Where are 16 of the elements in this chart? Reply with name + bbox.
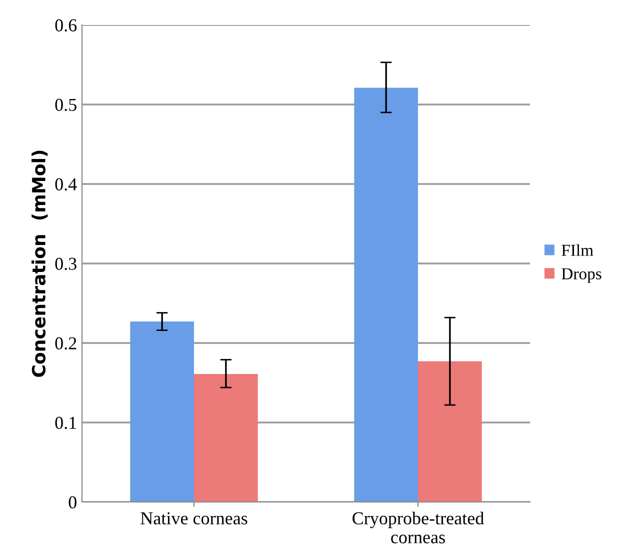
y-tick-label: 0.2 xyxy=(55,337,76,350)
y-tick-label: 0.3 xyxy=(55,258,76,270)
y-axis-title: Concentration (mMol) xyxy=(32,150,48,377)
bar xyxy=(130,322,194,502)
x-tick-label: Native corneas xyxy=(140,512,248,524)
y-tick-label: 0.5 xyxy=(55,98,76,112)
y-tick-label: 0 xyxy=(68,496,76,508)
bar xyxy=(354,88,418,502)
y-tick-label: 0.6 xyxy=(55,19,77,32)
bar xyxy=(418,361,482,502)
bar xyxy=(194,374,258,502)
y-tick-label: 0.1 xyxy=(55,416,76,430)
legend-label: Drops xyxy=(562,268,602,283)
x-tick-label: Cryoprobe-treated corneas xyxy=(352,512,484,544)
legend-label: FIlm xyxy=(562,244,594,256)
y-tick-label: 0.4 xyxy=(55,178,77,191)
